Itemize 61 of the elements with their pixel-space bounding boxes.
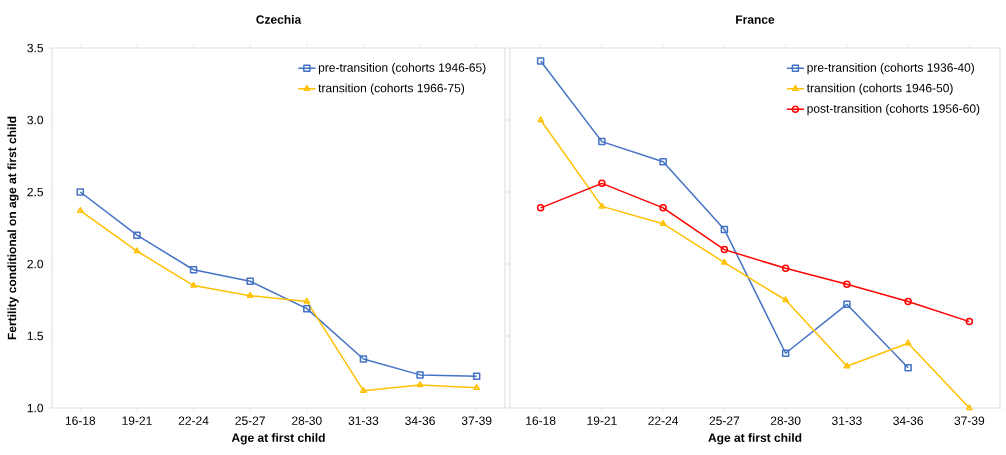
point: [782, 296, 789, 303]
legend-label: pre-transition (cohorts 1936-40): [807, 63, 974, 75]
point: [843, 280, 851, 288]
x-tick-label: 31-33: [831, 416, 862, 425]
x-tick-label: 22-24: [178, 416, 209, 425]
x-axis-title: Age at first child: [231, 433, 325, 445]
point: [133, 231, 141, 239]
y-tick-label: 1.5: [27, 331, 44, 341]
y-tick-label: 2.5: [27, 187, 44, 197]
point: [598, 179, 606, 188]
point: [189, 266, 198, 274]
y-axis-title: Fertility conditional on age at first child: [7, 116, 19, 340]
y-tick-label: 3.0: [27, 115, 44, 125]
point: [303, 297, 311, 304]
x-tick-label: 22-24: [648, 416, 679, 425]
legend-label: transition (cohorts 1966-75): [318, 83, 465, 95]
x-tick-label: 19-21: [587, 416, 617, 425]
legend-label: pre-transition (cohorts 1946-65): [318, 63, 486, 75]
x-tick-label: 37-39: [954, 416, 985, 425]
y-tick-label: 3.5: [27, 43, 44, 53]
x-tick-label: 37-39: [461, 416, 492, 425]
point: [659, 158, 667, 166]
x-tick-label: 16-18: [65, 416, 96, 425]
point: [720, 225, 729, 234]
point: [536, 57, 545, 65]
x-tick-label: 28-30: [292, 416, 322, 425]
point: [416, 371, 424, 379]
point: [843, 300, 851, 309]
x-tick-label: 34-36: [405, 416, 435, 425]
point: [598, 202, 606, 209]
point: [303, 304, 311, 313]
x-tick-label: 34-36: [893, 416, 923, 425]
point: [659, 219, 667, 226]
point: [904, 363, 912, 372]
point: [721, 258, 728, 265]
chart-title: Czechia: [256, 14, 302, 24]
x-tick-label: 16-18: [526, 416, 556, 425]
x-tick-label: 25-27: [709, 416, 740, 425]
point: [76, 188, 85, 196]
x-tick-label: 31-33: [348, 416, 379, 425]
x-tick-label: 25-27: [235, 416, 265, 425]
point: [360, 386, 367, 393]
point: [781, 349, 790, 358]
y-tick-label: 2.0: [27, 259, 44, 269]
x-tick-label: 28-30: [770, 416, 801, 425]
point: [472, 372, 481, 381]
chart-title: France: [736, 15, 775, 24]
legend-label: post-transition (cohorts 1956-60): [807, 104, 980, 116]
point: [190, 281, 197, 288]
point: [359, 355, 368, 363]
point: [659, 204, 667, 212]
x-tick-label: 19-21: [122, 416, 152, 425]
point: [904, 297, 912, 306]
legend-label: transition (cohorts 1946-50): [806, 83, 953, 95]
y-tick-label: 1.0: [27, 403, 44, 413]
point: [246, 277, 254, 286]
point: [246, 291, 254, 298]
point: [598, 137, 606, 146]
x-axis-title: Age at first child: [708, 433, 802, 445]
point: [720, 245, 729, 254]
point: [781, 264, 790, 273]
